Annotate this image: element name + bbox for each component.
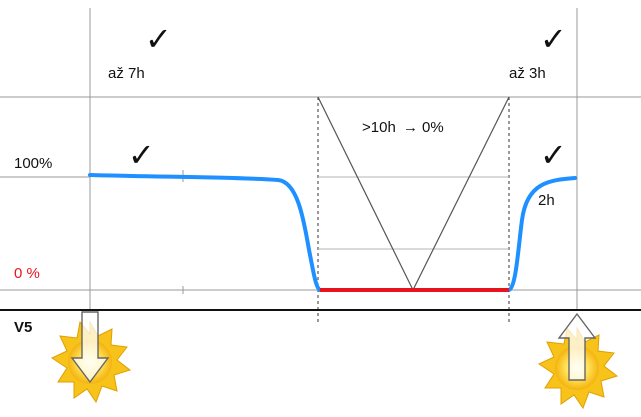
down-arrow-shape — [70, 311, 110, 384]
level-100-label: 100% — [14, 155, 52, 172]
level-curve-left — [88, 173, 322, 292]
dashed-boundaries — [317, 97, 510, 325]
v-shape — [317, 96, 510, 291]
level-curve-right — [507, 176, 577, 292]
recovery-2h-label: 2h — [538, 192, 555, 209]
rule-10h-text-2: 0% — [422, 119, 444, 136]
v-left-arm — [317, 96, 414, 291]
up-arrow-icon — [557, 312, 597, 381]
arrow-icon: → — [403, 119, 418, 136]
checkmark-icon: ✓ — [540, 137, 567, 173]
checkmark-icon: ✓ — [145, 21, 172, 57]
up-arrow-shape — [557, 312, 597, 381]
level-0-label: 0 % — [14, 265, 40, 282]
v-guides — [318, 176, 509, 250]
down-arrow-icon — [70, 311, 110, 384]
v5-axis-label: V5 — [14, 319, 32, 336]
checkmark-icon: ✓ — [540, 21, 567, 57]
rule-10h-text-1: >10h — [362, 119, 396, 136]
rule-10h-label: >10h → 0% — [362, 119, 444, 136]
v-right-arm — [412, 96, 510, 291]
until-7h-label: až 7h — [108, 65, 145, 82]
checkmark-icon: ✓ — [128, 137, 155, 173]
until-3h-label: až 3h — [509, 65, 546, 82]
